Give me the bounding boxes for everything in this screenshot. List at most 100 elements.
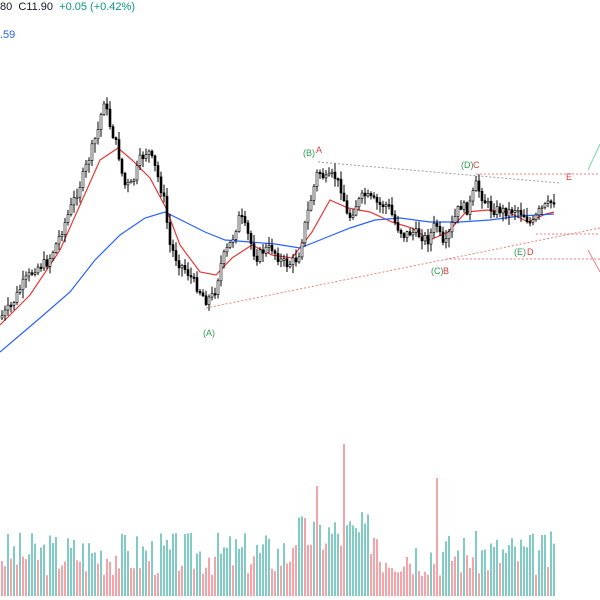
candle-body [444,238,448,243]
volume-bar [55,537,57,596]
candle-body [321,172,325,179]
candle-body [483,200,487,204]
volume-bar [148,561,150,596]
ohlc-fragment: 80 [0,1,13,13]
candle-body [150,150,154,157]
candle-body [519,210,523,216]
volume-bar [523,546,525,596]
candle-body [126,182,130,186]
volume-bar [49,535,51,596]
candle-body [531,219,535,223]
candle-body [510,209,514,213]
volume-bar [307,544,309,596]
volume-bar [115,555,117,596]
volume-bar [67,538,69,596]
candle-body [159,176,163,194]
candle-body [498,206,502,214]
volume-bar [322,549,324,596]
volume-bar [514,546,516,596]
candle-body [303,221,307,244]
candle-body [192,276,196,279]
volume-bar [409,563,411,596]
volume-bar [82,543,84,596]
candle-body [6,304,10,311]
volume-bar [421,575,423,596]
volume-bar [97,563,99,596]
candle-body [426,235,430,245]
candle-body [180,265,184,269]
volume-bar [529,534,531,596]
volume-bar [316,486,318,596]
volume-bar [184,534,186,596]
volume-bar [10,558,12,596]
volume-bar [484,549,486,596]
candle-body [195,277,199,292]
candle-body [48,258,52,267]
volume-bar [271,568,273,596]
candle-body [114,137,118,140]
candle-body [537,208,541,216]
candle-body [516,210,520,213]
volume-bar [304,518,306,596]
volume-bar [241,547,243,596]
candle-body [234,231,238,240]
volume-bar [346,525,348,596]
candle-body [351,214,355,218]
candle-body [462,202,466,210]
volume-bar [466,555,468,596]
volume-bar [58,568,60,596]
volume-bar [217,532,219,596]
volume-bar [37,559,39,596]
volume-bar [52,543,54,596]
candle-body [237,215,241,232]
candle-body [291,257,295,266]
volume-bar [535,574,537,596]
candle-body [333,171,337,179]
candle-body [57,236,61,245]
volume-bar [472,557,474,596]
volume-bar [100,550,102,596]
candle-body [330,171,334,174]
volume-bar [244,533,246,596]
volume-bar [145,550,147,596]
candle-body [45,259,49,267]
volume-bar [385,562,387,596]
candle-body [456,206,460,217]
volume-bar [511,538,513,596]
volume-bar [139,568,141,596]
candle-body [36,266,40,274]
candle-body [258,249,262,262]
volume-bar [400,571,402,596]
volume-bar [502,549,504,596]
volume-bar [298,517,300,596]
volume-bar [106,558,108,596]
candle-body [294,257,298,263]
volume-bar [22,556,24,596]
candle-body [81,170,85,188]
volume-bar [547,567,549,596]
volume-bar [325,543,327,596]
volume-bar [475,531,477,596]
candle-body [297,256,301,263]
volume-bar [361,512,363,596]
candle-body [75,196,79,199]
volume-bar [109,561,111,596]
candle-body [486,200,490,204]
candle-body [171,244,175,251]
volume-bar [250,564,252,596]
label-E-red: E [566,172,572,182]
candle-body [198,291,202,294]
volume-bar [541,535,543,596]
candle-body [147,150,151,155]
candle-body [288,264,292,268]
volume-bar [70,547,72,596]
candle-body [279,258,283,262]
candle-body [417,228,421,237]
candle-body [366,193,370,197]
candle-body [264,246,268,254]
candle-body [96,129,100,140]
candle-body [144,154,148,159]
candle-body [72,197,76,206]
volume-bar [88,543,90,596]
